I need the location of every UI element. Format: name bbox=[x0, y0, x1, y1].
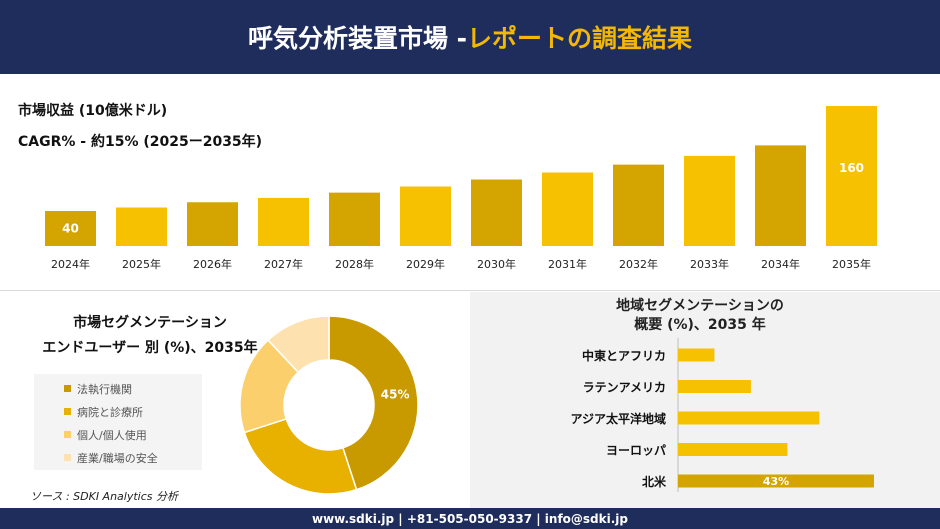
donut-slice bbox=[328, 315, 419, 491]
region-y-tick: アジア太平洋地域 bbox=[570, 411, 666, 426]
donut-slice bbox=[267, 315, 330, 374]
region-y-tick: 中東とアフリカ bbox=[582, 348, 666, 363]
revenue-label: 市場収益 (10億米ドル) bbox=[18, 103, 168, 119]
legend-swatch bbox=[64, 431, 71, 438]
header-title-accent: レポートの調査結果 bbox=[467, 24, 693, 53]
region-bar bbox=[678, 474, 874, 488]
revenue-bar bbox=[471, 179, 522, 246]
revenue-x-tick: 2031年 bbox=[548, 257, 587, 271]
revenue-bar bbox=[542, 172, 593, 246]
revenue-bar bbox=[755, 145, 806, 246]
revenue-bar bbox=[613, 164, 664, 246]
donut-legend: 法執行機関病院と診療所 個人/個人使用 産業/職場の安全 bbox=[34, 374, 202, 470]
revenue-x-tick: 2025年 bbox=[122, 257, 161, 271]
revenue-bar bbox=[258, 197, 309, 246]
donut-slice bbox=[243, 417, 358, 495]
legend-label: 法執行機関 bbox=[77, 382, 132, 396]
revenue-bar bbox=[684, 155, 735, 246]
revenue-x-tick: 2026年 bbox=[193, 257, 232, 271]
region-bar bbox=[678, 443, 788, 456]
region-bar bbox=[678, 348, 715, 362]
cagr-label: CAGR% - 約15% (2025ー2035年) bbox=[18, 134, 263, 150]
region-title: 地域セグメンテーションの 概要 (%)、2035 年 bbox=[560, 297, 840, 335]
region-bar bbox=[678, 411, 820, 425]
region-y-tick: ラテンアメリカ bbox=[583, 381, 666, 395]
revenue-x-tick: 2030年 bbox=[477, 257, 516, 271]
revenue-x-tick: 2027年 bbox=[264, 257, 303, 271]
source-note: ソース : SDKI Analytics 分析 bbox=[30, 490, 179, 503]
revenue-bar bbox=[45, 211, 96, 246]
segment-title-line2: エンドユーザー 別 (%)、2035年 bbox=[42, 340, 258, 356]
revenue-x-tick: 2033年 bbox=[690, 257, 729, 271]
enduser-donut-chart: 45% bbox=[239, 315, 419, 495]
region-y-tick: 北米 bbox=[642, 474, 667, 489]
revenue-bar bbox=[329, 192, 380, 246]
revenue-bar bbox=[400, 186, 451, 246]
revenue-x-tick: 2024年 bbox=[51, 257, 90, 271]
revenue-data-label: 40 bbox=[62, 222, 79, 236]
revenue-bar bbox=[116, 207, 167, 246]
region-panel bbox=[470, 292, 940, 508]
region-y-tick: ヨーロッパ bbox=[606, 444, 666, 458]
region-bar bbox=[678, 380, 751, 393]
legend-item: 法執行機関 bbox=[64, 377, 202, 400]
footer-contact: www.sdki.jp | +81-505-050-9337 | info@sd… bbox=[0, 508, 940, 529]
legend-item: 病院と診療所 bbox=[64, 400, 202, 423]
revenue-x-tick: 2034年 bbox=[761, 257, 800, 271]
region-title-line2: 概要 (%)、2035 年 bbox=[634, 317, 766, 333]
revenue-x-tick: 2032年 bbox=[619, 257, 658, 271]
revenue-x-tick: 2035年 bbox=[832, 257, 871, 271]
page-header: 呼気分析装置市場 - レポートの調査結果 bbox=[0, 0, 940, 74]
legend-swatch bbox=[64, 408, 71, 415]
segment-title-line1: 市場セグメンテーション bbox=[73, 315, 227, 331]
region-data-label: 43% bbox=[763, 475, 789, 488]
legend-label: 個人/個人使用 bbox=[77, 428, 147, 442]
revenue-bar-chart: 2024年 40 2025年 2026年 2027年 2028年 2029年 2030年 203… bbox=[45, 106, 877, 271]
section-divider bbox=[0, 290, 940, 291]
legend-label: 病院と診療所 bbox=[77, 405, 143, 419]
segment-title: 市場セグメンテーション エンドユーザー 別 (%)、2035年 bbox=[20, 311, 280, 361]
legend-item: 個人/個人使用 bbox=[64, 423, 202, 446]
revenue-bar bbox=[187, 202, 238, 246]
donut-data-label: 45% bbox=[381, 388, 410, 402]
revenue-bar bbox=[826, 106, 877, 246]
region-title-line1: 地域セグメンテーションの bbox=[616, 298, 784, 314]
legend-item: 産業/職場の安全 bbox=[64, 446, 202, 469]
header-title: 呼気分析装置市場 - bbox=[247, 24, 468, 53]
revenue-x-tick: 2029年 bbox=[406, 257, 445, 271]
legend-label: 産業/職場の安全 bbox=[77, 451, 158, 465]
legend-swatch bbox=[64, 454, 71, 461]
revenue-data-label: 160 bbox=[839, 161, 864, 175]
revenue-x-tick: 2028年 bbox=[335, 257, 374, 271]
legend-swatch bbox=[64, 385, 71, 392]
